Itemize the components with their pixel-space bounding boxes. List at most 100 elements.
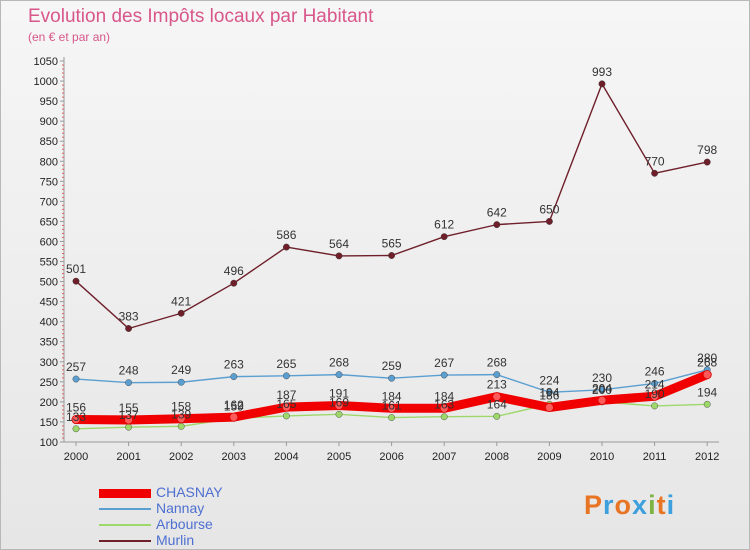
point-murlin: [125, 325, 133, 332]
y-tick-label: 100: [40, 437, 58, 449]
y-tick-label: 850: [40, 136, 58, 148]
point-arbourse: [440, 413, 448, 421]
proxiti-logo: Proxiti: [584, 490, 675, 521]
data-label-arbourse: 165: [276, 397, 296, 411]
point-arbourse: [703, 400, 711, 408]
x-tick-label: 2000: [64, 451, 88, 463]
y-tick-label: 1000: [34, 76, 58, 88]
point-murlin: [388, 252, 395, 259]
x-tick-label: 2011: [643, 451, 667, 463]
point-nannay: [282, 372, 290, 380]
point-arbourse: [493, 412, 501, 420]
point-murlin: [493, 221, 501, 229]
point-arbourse: [72, 425, 80, 433]
data-label-murlin: 501: [66, 262, 86, 276]
data-label-nannay: 248: [119, 364, 139, 378]
data-label-murlin: 564: [329, 237, 349, 251]
point-nannay: [546, 388, 553, 396]
data-label-arbourse: 190: [645, 387, 665, 401]
data-label-nannay: 263: [224, 358, 244, 372]
point-nannay: [440, 371, 448, 379]
data-label-arbourse: 194: [697, 385, 717, 399]
x-tick-label: 2006: [379, 451, 403, 463]
data-label-murlin: 650: [539, 202, 559, 216]
y-tick-label: 450: [40, 297, 58, 309]
data-label-nannay: 268: [487, 356, 507, 370]
point-chasnay: [597, 395, 607, 405]
legend-label: Nannay: [156, 500, 205, 516]
data-label-arbourse: 159: [224, 399, 244, 413]
point-murlin: [230, 279, 238, 287]
point-chasnay: [229, 412, 239, 422]
logo-letter: o: [614, 490, 633, 520]
point-chasnay: [545, 403, 554, 412]
data-label-chasnay: 155: [119, 401, 139, 415]
data-label-murlin: 421: [171, 294, 191, 308]
data-label-nannay: 224: [539, 373, 559, 387]
data-label-chasnay: 214: [645, 377, 665, 391]
data-label-chasnay: 162: [224, 398, 244, 412]
y-tick-label: 750: [40, 176, 58, 188]
x-tick-label: 2010: [590, 451, 614, 463]
y-tick-label: 900: [40, 116, 58, 128]
series-line-murlin: [75, 83, 708, 330]
data-label-arbourse: 133: [66, 410, 86, 424]
point-nannay: [230, 373, 238, 381]
point-nannay: [72, 375, 80, 383]
data-label-chasnay: 191: [329, 387, 349, 401]
y-tick-label: 300: [40, 357, 58, 369]
legend-swatch: [99, 540, 151, 542]
point-murlin: [282, 243, 290, 251]
data-label-nannay: 230: [592, 371, 612, 385]
point-nannay: [651, 380, 658, 387]
data-label-murlin: 586: [276, 228, 296, 242]
data-label-murlin: 496: [224, 264, 244, 278]
data-label-chasnay: 213: [487, 378, 507, 392]
point-murlin: [440, 233, 448, 241]
data-label-chasnay: 204: [592, 381, 612, 395]
y-tick-label: 650: [40, 216, 58, 228]
y-tick-label: 1050: [34, 56, 58, 68]
x-tick-label: 2012: [695, 451, 719, 463]
data-label-arbourse: 194: [539, 385, 559, 399]
point-chasnay: [282, 402, 291, 412]
x-tick-label: 2004: [274, 451, 298, 463]
x-tick-label: 2009: [537, 451, 561, 463]
data-label-murlin: 383: [119, 310, 139, 324]
y-tick-label: 150: [40, 417, 58, 429]
data-label-chasnay: 156: [66, 401, 86, 415]
point-nannay: [335, 371, 343, 379]
x-tick-label: 2001: [116, 451, 140, 463]
data-label-arbourse: 163: [434, 398, 454, 412]
data-label-nannay: 259: [382, 359, 402, 373]
y-tick-label: 250: [40, 377, 58, 389]
point-nannay: [125, 379, 133, 387]
point-chasnay: [124, 415, 133, 425]
data-label-nannay: 257: [66, 360, 86, 374]
y-tick-label: 400: [40, 317, 58, 329]
point-arbourse: [388, 414, 395, 421]
data-label-nannay: 246: [645, 364, 665, 378]
y-tick-label: 800: [40, 156, 58, 168]
data-label-nannay: 265: [276, 357, 296, 371]
data-labels: 501 383 421 496 586 564 565 612 642 650 993 770 798 2…: [66, 65, 718, 424]
data-label-arbourse: 161: [382, 399, 402, 413]
legend-swatch: [99, 488, 151, 498]
legend-label: CHASNAY: [156, 484, 223, 500]
y-tick-label: 700: [40, 196, 58, 208]
data-label-arbourse: 137: [119, 408, 139, 422]
y-tick-label: 950: [40, 96, 58, 108]
point-chasnay: [650, 391, 659, 401]
legend-swatch: [99, 524, 151, 526]
y-tick-label: 350: [40, 337, 58, 349]
chart-subtitle: (en € et par an): [28, 30, 111, 44]
data-label-chasnay: 186: [539, 389, 559, 403]
point-murlin: [651, 169, 658, 177]
point-murlin: [72, 277, 80, 285]
data-label-murlin: 993: [592, 65, 612, 79]
legend-swatch: [99, 508, 151, 510]
axes: 100 150 200 250 300 350 400 450 500 550 600 650 700 7…: [34, 56, 720, 463]
point-nannay: [388, 374, 395, 382]
